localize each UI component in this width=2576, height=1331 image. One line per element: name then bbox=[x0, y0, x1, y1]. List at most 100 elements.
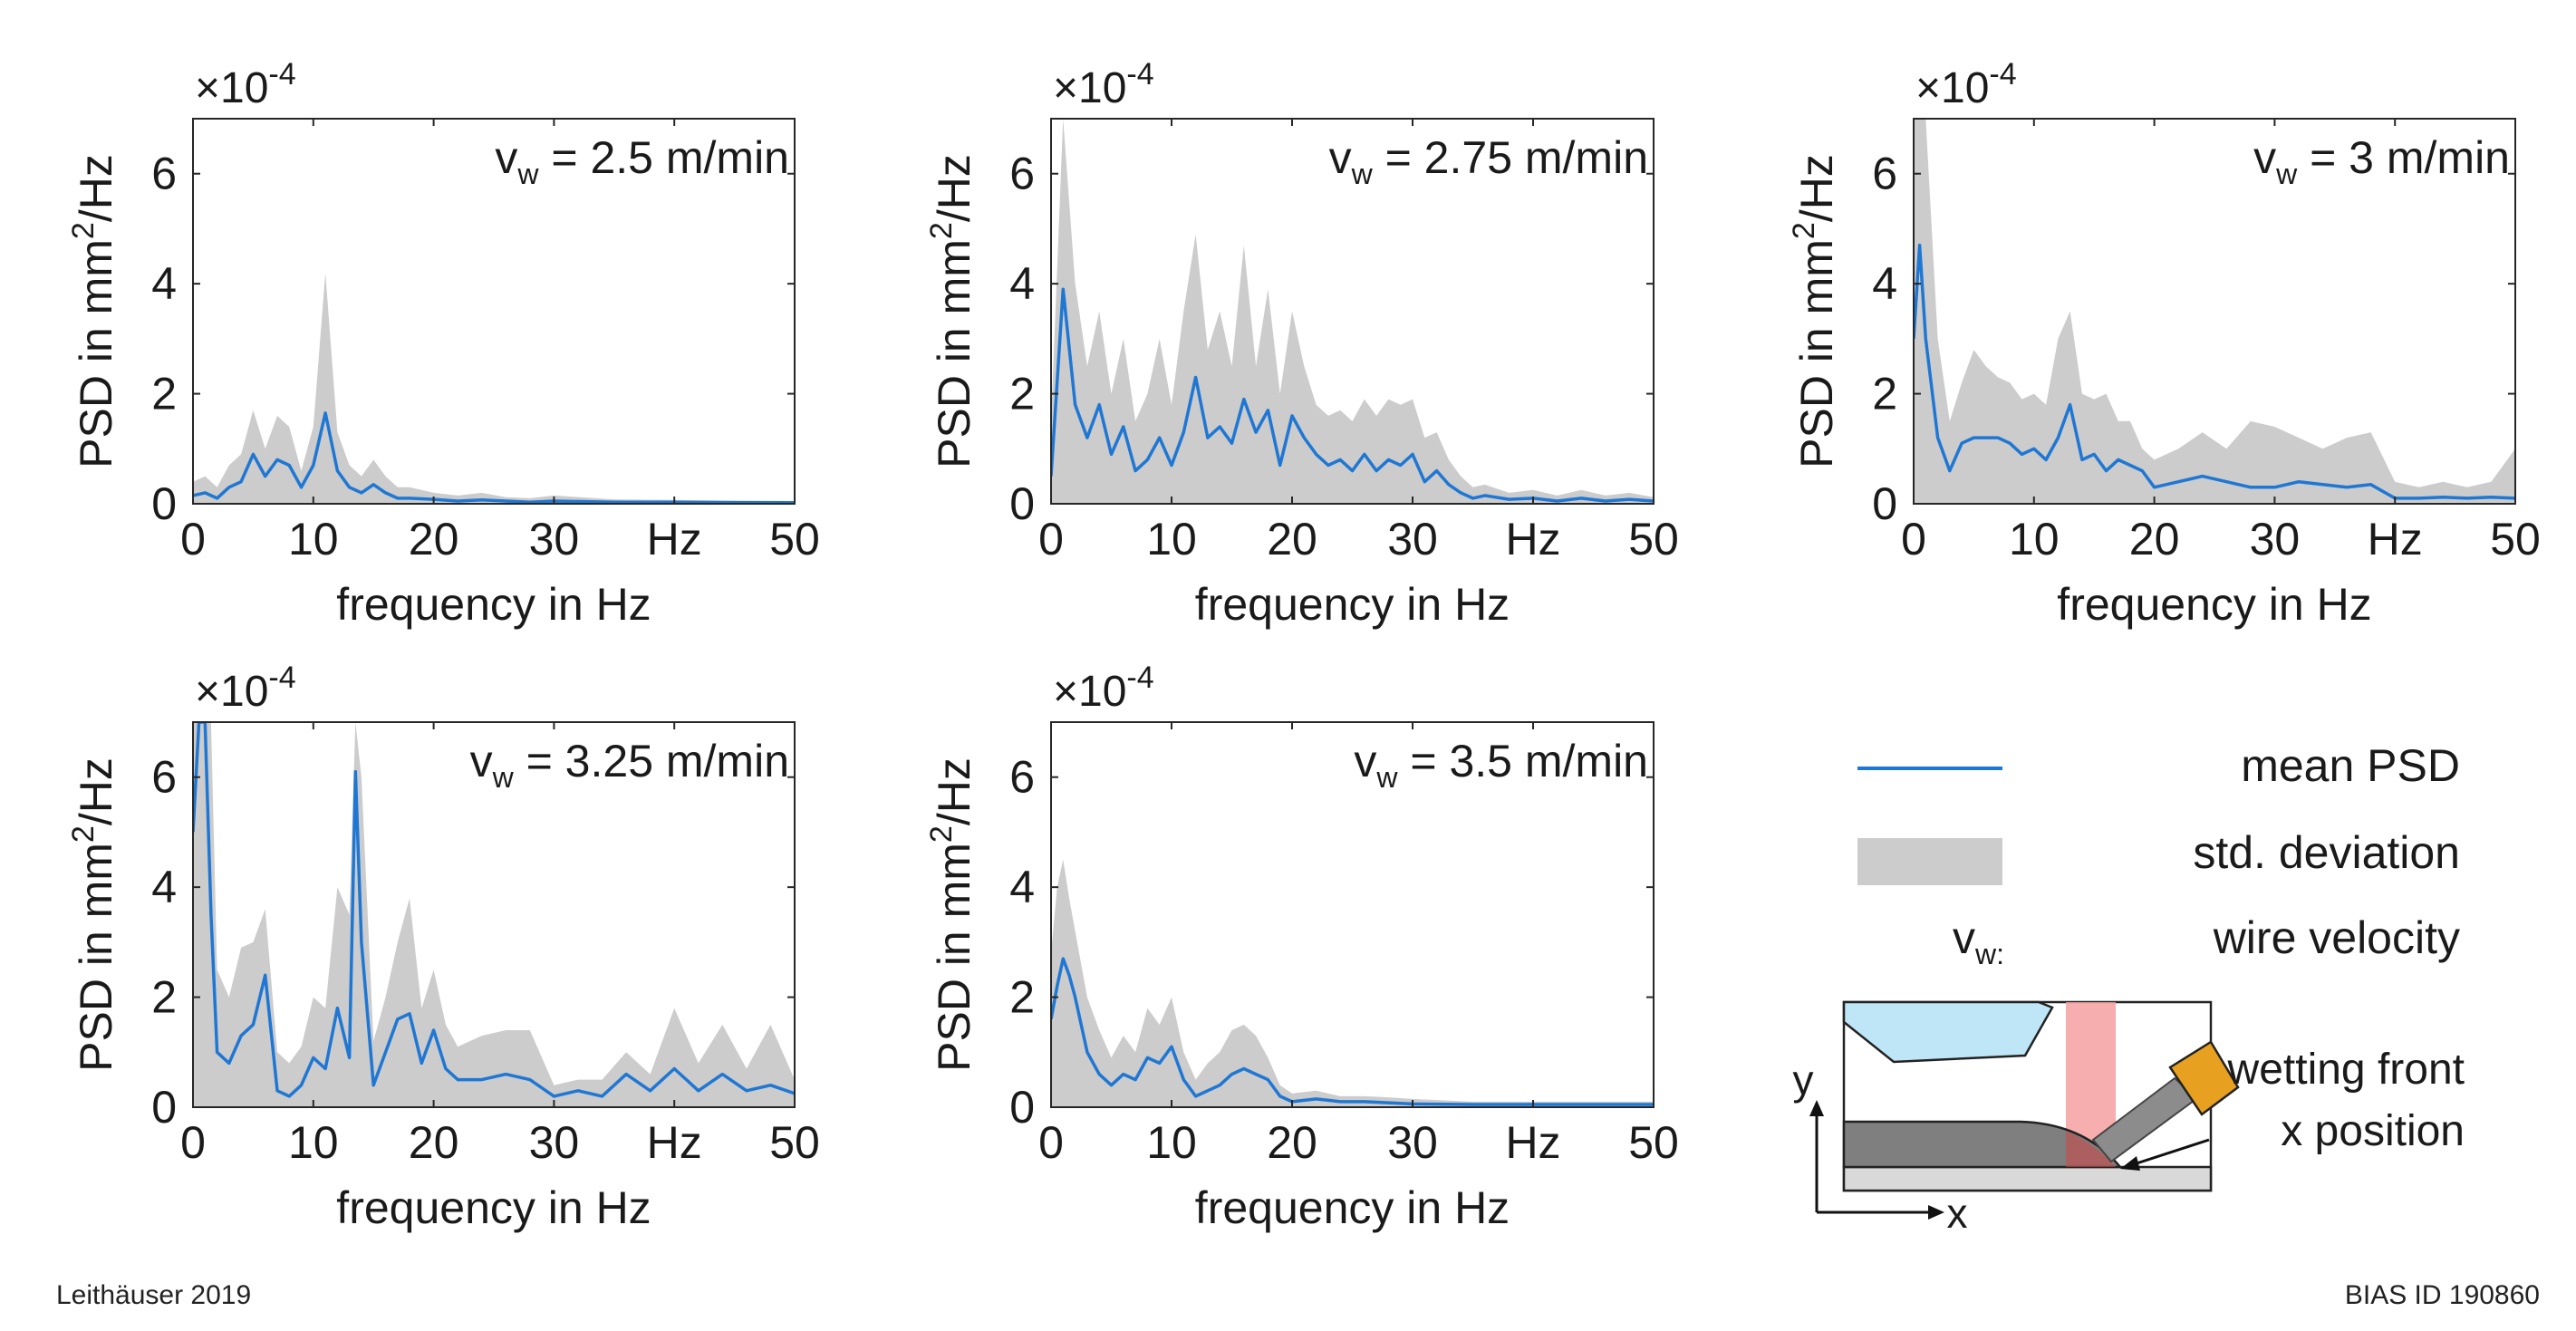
sketch-annotation-line2: x position bbox=[2281, 1107, 2465, 1155]
y-tick-label: 2 bbox=[1009, 369, 1035, 420]
x-tick-label: 0 bbox=[180, 1117, 206, 1168]
sketch-x-label: x bbox=[1947, 1190, 1968, 1237]
x-tick-label: Hz bbox=[647, 514, 702, 564]
exponent-label: ×10-4 bbox=[1053, 661, 1154, 716]
x-tick-label: 50 bbox=[769, 514, 820, 564]
legend-mean-label: mean PSD bbox=[2241, 740, 2460, 791]
sketch-y-label: y bbox=[1793, 1056, 1814, 1104]
x-tick-label: 50 bbox=[1628, 514, 1679, 564]
sketch-wire-feeder bbox=[2168, 1040, 2240, 1116]
x-tick-label: 10 bbox=[288, 1117, 339, 1168]
legend-vw-label: wire velocity bbox=[2213, 912, 2460, 963]
legend-std-swatch bbox=[1857, 838, 2002, 885]
velocity-annotation: vw = 2.5 m/min bbox=[495, 132, 789, 190]
sketch-laser-overlap bbox=[2066, 1131, 2116, 1167]
sketch-y-arrowhead bbox=[1809, 1100, 1824, 1116]
footer-author: Leithäuser 2019 bbox=[56, 1280, 252, 1310]
x-axis-label: frequency in Hz bbox=[1195, 1182, 1510, 1233]
mean-psd-line bbox=[1051, 287, 1654, 503]
y-axis-label-text: PSD in mm bbox=[1791, 239, 1842, 468]
x-tick-label: 30 bbox=[2250, 514, 2301, 564]
x-tick-label: Hz bbox=[2368, 514, 2423, 564]
y-tick-label: 6 bbox=[151, 149, 177, 199]
y-axis-label-sup: 2 bbox=[1787, 222, 1821, 239]
y-tick-label: 6 bbox=[1009, 752, 1035, 803]
process-sketch: y x wetting front x position bbox=[1793, 1000, 2465, 1237]
x-tick-label: 30 bbox=[529, 514, 580, 564]
x-axis-label: frequency in Hz bbox=[336, 1182, 651, 1233]
velocity-symbol: v bbox=[2253, 132, 2276, 183]
x-tick-label: 20 bbox=[409, 1117, 459, 1168]
sketch-annotation-arrow bbox=[2133, 1138, 2210, 1166]
x-tick-label: 30 bbox=[529, 1117, 580, 1168]
exponent-base: ×10 bbox=[195, 668, 268, 716]
std-deviation-band bbox=[193, 722, 795, 1107]
sketch-substrate bbox=[1842, 1165, 2213, 1192]
sketch-nozzle bbox=[1842, 1000, 2054, 1064]
x-axis-label: frequency in Hz bbox=[2057, 579, 2371, 630]
sketch-annotation-line1: wetting front bbox=[2227, 1046, 2465, 1094]
x-tick-label: Hz bbox=[1505, 514, 1560, 564]
y-tick-label: 6 bbox=[151, 752, 177, 803]
x-tick-label: 0 bbox=[1901, 514, 1926, 564]
mean-psd-line bbox=[193, 411, 795, 504]
y-axis-label-suffix: /Hz bbox=[1791, 154, 1842, 222]
y-axis-label-text: PSD in mm bbox=[71, 843, 121, 1072]
sketch-annotation-arrowhead bbox=[2120, 1156, 2140, 1171]
x-tick-label: 30 bbox=[1387, 1117, 1438, 1168]
x-tick-label: 0 bbox=[1038, 1117, 1064, 1168]
velocity-value: = 2.5 m/min bbox=[539, 132, 790, 183]
y-axis-label-text: PSD in mm bbox=[71, 239, 121, 468]
velocity-subscript: w bbox=[2275, 158, 2298, 190]
legend-vw-symbol: vw: bbox=[1953, 912, 2004, 970]
x-tick-label: 20 bbox=[1267, 1117, 1317, 1168]
velocity-subscript: w bbox=[516, 158, 539, 190]
exponent-label: ×10-4 bbox=[1053, 57, 1154, 112]
y-axis-label-suffix: /Hz bbox=[71, 757, 121, 825]
y-axis-label: PSD in mm2/Hz bbox=[924, 757, 979, 1072]
y-tick-label: 2 bbox=[151, 369, 177, 420]
x-tick-label: Hz bbox=[1505, 1117, 1560, 1168]
velocity-symbol: v bbox=[1329, 132, 1352, 183]
y-tick-label: 0 bbox=[1872, 478, 1897, 529]
legend: mean PSD std. deviation vw: wire velocit… bbox=[1857, 740, 2460, 970]
y-axis-label: PSD in mm2/Hz bbox=[924, 154, 979, 468]
x-tick-label: 50 bbox=[769, 1117, 820, 1168]
legend-std-label: std. deviation bbox=[2193, 827, 2460, 878]
exponent-power: -4 bbox=[268, 661, 295, 695]
exponent-label: ×10-4 bbox=[195, 661, 296, 716]
x-tick-label: 0 bbox=[180, 514, 206, 564]
y-axis-label-suffix: /Hz bbox=[929, 154, 979, 222]
axes-box bbox=[1913, 118, 2516, 505]
x-tick-label: 10 bbox=[1146, 1117, 1197, 1168]
axes-box bbox=[1050, 118, 1655, 505]
y-axis-label-sup: 2 bbox=[66, 222, 101, 239]
y-tick-label: 0 bbox=[151, 478, 177, 529]
exponent-base: ×10 bbox=[1053, 668, 1126, 716]
velocity-symbol: v bbox=[470, 736, 493, 786]
y-tick-label: 4 bbox=[1009, 862, 1035, 912]
mean-psd-line bbox=[1914, 243, 2515, 500]
y-axis-label-suffix: /Hz bbox=[71, 154, 121, 222]
exponent-power: -4 bbox=[1989, 57, 2016, 92]
x-tick-label: 50 bbox=[1628, 1117, 1679, 1168]
x-tick-label: 20 bbox=[2129, 514, 2180, 564]
velocity-annotation: vw = 2.75 m/min bbox=[1329, 132, 1648, 190]
exponent-power: -4 bbox=[1126, 57, 1153, 92]
axes-box bbox=[1050, 721, 1655, 1108]
std-deviation-band bbox=[193, 273, 795, 504]
exponent-power: -4 bbox=[1126, 661, 1153, 695]
y-tick-label: 2 bbox=[151, 972, 177, 1023]
plot-area bbox=[193, 119, 795, 504]
exponent-label: ×10-4 bbox=[1915, 57, 2017, 112]
footer-id: BIAS ID 190860 bbox=[2344, 1280, 2540, 1310]
y-tick-label: 2 bbox=[1872, 369, 1897, 420]
y-axis-label-suffix: /Hz bbox=[929, 757, 979, 825]
y-tick-label: 0 bbox=[151, 1082, 177, 1133]
y-tick-label: 2 bbox=[1009, 972, 1035, 1023]
velocity-subscript: w bbox=[1351, 158, 1374, 190]
